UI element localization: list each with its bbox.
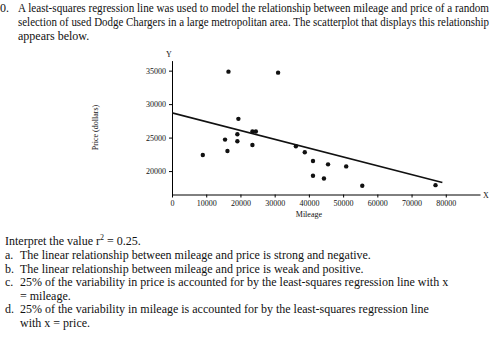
x-tick-mark <box>412 195 413 198</box>
y-tick-mark <box>169 171 172 172</box>
x-tick-label: 40000 <box>299 199 319 208</box>
y-tick: 25000 <box>146 134 172 143</box>
question-number: 0. <box>0 1 9 15</box>
axis-letter: X <box>483 191 489 200</box>
prompt: Interpret the value r2 = 0.25. <box>5 233 141 248</box>
y-tick: 20000 <box>146 167 172 176</box>
x-tick: 80000 <box>436 195 456 209</box>
point <box>250 143 254 147</box>
prompt-after: = 0.25. <box>104 234 141 248</box>
page: 0. A least-squares regression line was us… <box>0 0 495 356</box>
x-tick-label: 50000 <box>334 199 354 208</box>
point <box>201 153 205 157</box>
point <box>223 137 227 141</box>
x-tick: 60000 <box>368 195 388 209</box>
y-tick-label: 35000 <box>146 67 166 76</box>
point <box>303 150 307 154</box>
y-tick-mark <box>169 104 172 105</box>
x-tick: 50000 <box>334 195 354 209</box>
point <box>311 159 315 163</box>
point <box>235 139 239 143</box>
point <box>226 69 230 73</box>
y-tick-label: 30000 <box>146 100 166 109</box>
point <box>326 162 330 166</box>
option-line: = mileage. <box>20 289 71 303</box>
regression-line <box>172 113 442 183</box>
x-tick: 10000 <box>197 195 217 209</box>
y-tick-label: 20000 <box>146 167 166 176</box>
x-axis-title: Mileage <box>296 210 323 219</box>
option-letter: a. <box>5 248 13 262</box>
x-tick-mark <box>446 195 447 198</box>
question-line: selection of used Dodge Chargers in a la… <box>18 15 489 29</box>
option-letter: c. <box>5 275 13 289</box>
point <box>311 174 315 178</box>
option-line: The linear relationship between mileage … <box>20 248 371 262</box>
x-tick-mark <box>309 195 310 198</box>
x-tick-mark <box>240 195 241 198</box>
plot-marks <box>172 69 442 188</box>
x-tick-label: 10000 <box>197 199 217 208</box>
x-tick-label: 0 <box>171 199 175 208</box>
axis-letter: Y <box>166 50 172 59</box>
option-line: The linear relationship between mileage … <box>20 262 364 276</box>
point <box>322 176 326 180</box>
option-letter: b. <box>5 262 14 276</box>
point <box>360 184 364 188</box>
x-axis: 0 10000 20000 30000 40000 50000 60000 70000 8000… <box>171 195 481 209</box>
option-line: with x = price. <box>20 316 90 330</box>
question-line: A least-squares regression line was used… <box>18 1 490 15</box>
x-tick-label: 80000 <box>436 199 456 208</box>
x-tick: 30000 <box>265 195 285 209</box>
x-axis-line <box>173 195 481 196</box>
chart: 0 10000 20000 30000 40000 50000 60000 70000 8000… <box>91 50 489 219</box>
point <box>276 70 280 74</box>
y-tick-label: 25000 <box>146 134 166 143</box>
x-tick-mark <box>275 195 276 198</box>
x-tick-label: 30000 <box>265 199 285 208</box>
x-tick-label: 70000 <box>402 199 422 208</box>
option-line: 25% of the variability in mileage is acc… <box>20 302 429 316</box>
x-tick-label: 20000 <box>231 199 251 208</box>
y-tick-mark <box>169 138 172 139</box>
y-tick: 30000 <box>146 100 172 109</box>
y-tick: 35000 <box>146 67 172 76</box>
point <box>236 117 240 121</box>
point <box>433 183 437 187</box>
option-letter: d. <box>5 302 14 316</box>
x-tick-mark <box>377 195 378 198</box>
x-tick: 40000 <box>299 195 319 209</box>
y-axis-line <box>172 61 173 195</box>
prompt-text: Interpret the value r <box>5 234 100 248</box>
y-tick-mark <box>169 71 172 72</box>
x-tick: 20000 <box>231 195 251 209</box>
x-tick: 70000 <box>402 195 422 209</box>
x-tick: 0 <box>171 195 175 209</box>
point <box>344 164 348 168</box>
x-tick-mark <box>206 195 207 198</box>
y-axis: 20000 25000 30000 35000 <box>146 61 173 195</box>
x-tick-mark <box>343 195 344 198</box>
option-line: 25% of the variability in price is accou… <box>20 275 448 289</box>
x-tick-label: 60000 <box>368 199 388 208</box>
y-axis-title: Price (dollars) <box>91 104 100 150</box>
point <box>235 132 239 136</box>
question-line: appears below. <box>18 29 89 43</box>
point <box>225 149 229 153</box>
point <box>254 129 258 133</box>
